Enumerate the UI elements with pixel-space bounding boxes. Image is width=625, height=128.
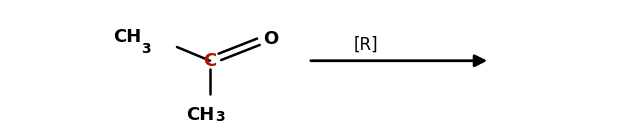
Text: [R]: [R] (354, 36, 378, 54)
Text: CH: CH (186, 106, 214, 124)
Text: CH: CH (112, 28, 141, 46)
Text: O: O (263, 30, 279, 48)
Text: 3: 3 (215, 110, 225, 124)
Text: C: C (203, 52, 217, 70)
Text: 3: 3 (141, 42, 151, 56)
